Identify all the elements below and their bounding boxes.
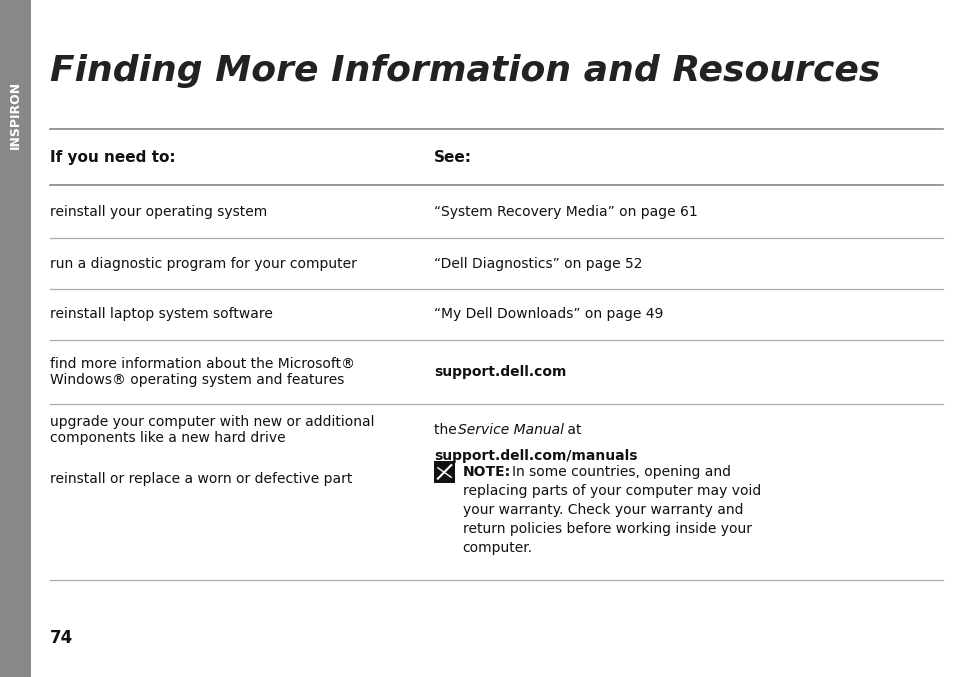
Text: support.dell.com/manuals: support.dell.com/manuals xyxy=(434,449,637,462)
Text: reinstall or replace a worn or defective part: reinstall or replace a worn or defective… xyxy=(50,472,352,485)
Text: “Dell Diagnostics” on page 52: “Dell Diagnostics” on page 52 xyxy=(434,257,642,271)
Text: “System Recovery Media” on page 61: “System Recovery Media” on page 61 xyxy=(434,205,697,219)
Bar xyxy=(434,461,455,483)
Text: If you need to:: If you need to: xyxy=(50,150,175,165)
Text: upgrade your computer with new or additional: upgrade your computer with new or additi… xyxy=(50,415,374,429)
Text: components like a new hard drive: components like a new hard drive xyxy=(50,431,285,445)
Text: See:: See: xyxy=(434,150,472,165)
Text: reinstall laptop system software: reinstall laptop system software xyxy=(50,307,273,322)
Text: reinstall your operating system: reinstall your operating system xyxy=(50,205,267,219)
Bar xyxy=(0,0,30,677)
Text: Finding More Information and Resources: Finding More Information and Resources xyxy=(50,54,879,88)
Text: your warranty. Check your warranty and: your warranty. Check your warranty and xyxy=(462,503,742,517)
Text: INSPIRON: INSPIRON xyxy=(9,81,22,149)
Text: the: the xyxy=(434,423,460,437)
Text: Service Manual: Service Manual xyxy=(457,423,563,437)
Text: find more information about the Microsoft®: find more information about the Microsof… xyxy=(50,357,355,371)
Text: computer.: computer. xyxy=(462,541,533,554)
Text: support.dell.com: support.dell.com xyxy=(434,365,566,379)
Text: replacing parts of your computer may void: replacing parts of your computer may voi… xyxy=(462,484,760,498)
Text: In some countries, opening and: In some countries, opening and xyxy=(512,465,731,479)
Text: NOTE:: NOTE: xyxy=(462,465,510,479)
Text: “My Dell Downloads” on page 49: “My Dell Downloads” on page 49 xyxy=(434,307,662,322)
Text: at: at xyxy=(562,423,580,437)
Text: 74: 74 xyxy=(50,629,72,647)
Text: Windows® operating system and features: Windows® operating system and features xyxy=(50,373,344,387)
Text: return policies before working inside your: return policies before working inside yo… xyxy=(462,522,751,536)
Text: run a diagnostic program for your computer: run a diagnostic program for your comput… xyxy=(50,257,356,271)
